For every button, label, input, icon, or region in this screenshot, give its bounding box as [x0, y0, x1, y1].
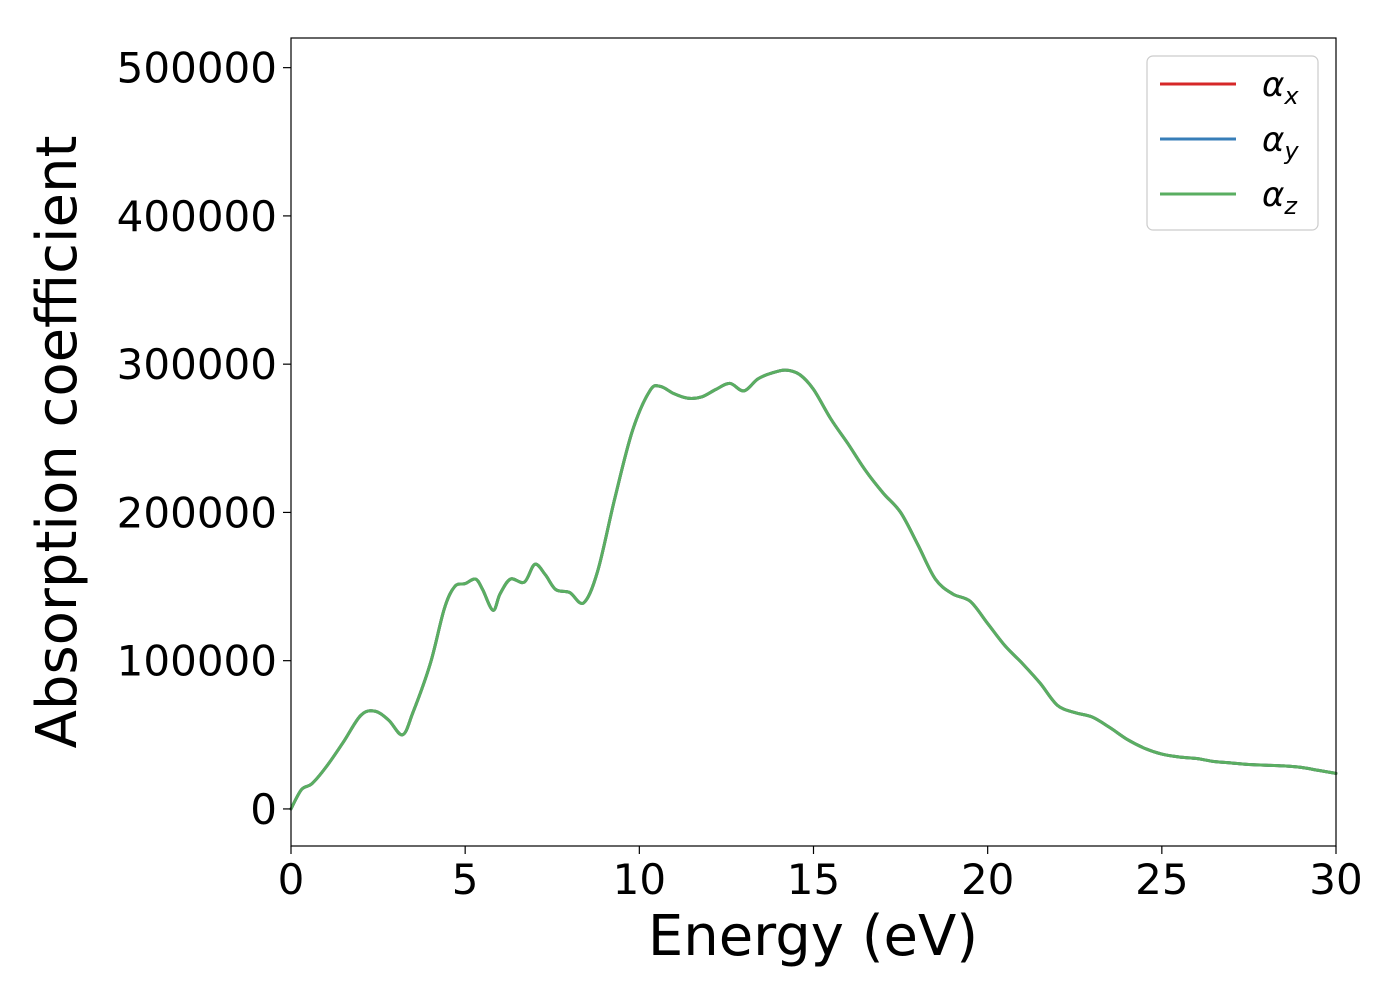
y-tick-label: 500000 [117, 44, 277, 93]
y-tick-label: 400000 [117, 192, 277, 241]
series-line-z [289, 368, 1338, 811]
y-tick-label: 100000 [117, 637, 277, 686]
x-tick-label: 0 [278, 855, 305, 904]
y-tick-label: 200000 [117, 488, 277, 537]
x-tick-label: 30 [1309, 855, 1362, 904]
legend-label-z: αz [1262, 175, 1298, 220]
x-tick-label: 15 [787, 855, 840, 904]
legend-box [1146, 55, 1319, 231]
y-tick-label: 300000 [117, 340, 277, 389]
y-axis-title: Absorption coefficient [25, 136, 90, 749]
x-tick-label: 20 [961, 855, 1014, 904]
x-tick-label: 25 [1135, 855, 1188, 904]
y-tick-label: 0 [250, 785, 277, 834]
x-tick-label: 5 [452, 855, 479, 904]
series-line-x [289, 368, 1338, 811]
x-axis-title: Energy (eV) [648, 904, 978, 969]
x-tick-label: 10 [613, 855, 666, 904]
series-layer [289, 368, 1338, 811]
x-axis-ticks: 0 5 10 15 20 25 30 [278, 846, 1363, 904]
series-line-y [289, 368, 1338, 811]
y-axis-ticks: 0 100000 200000 300000 400000 500000 [117, 44, 291, 834]
